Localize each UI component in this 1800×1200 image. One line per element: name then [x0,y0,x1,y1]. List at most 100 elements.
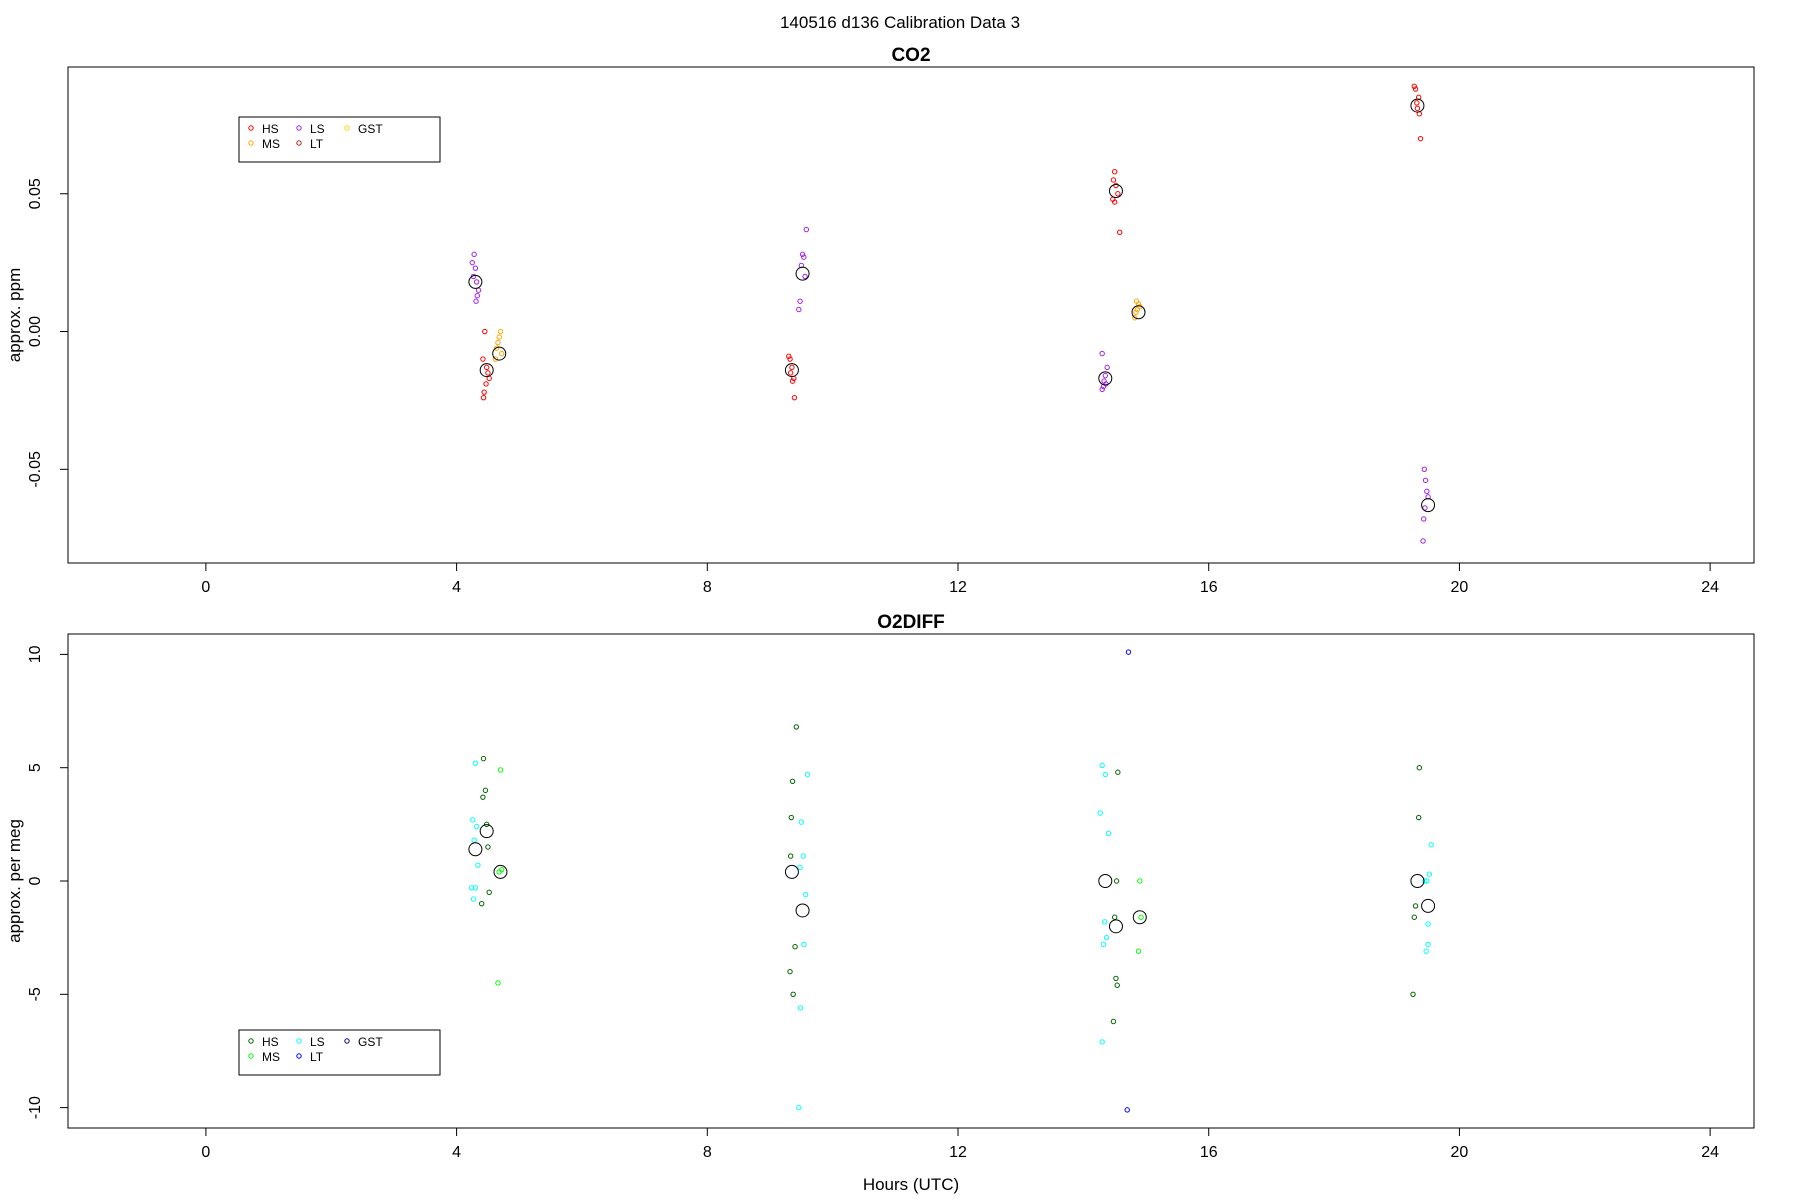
data-point [1422,878,1428,884]
x-axis: 0 4 8 12 16 20 24 Hours (UTC) [201,1127,1719,1194]
data-point [796,306,802,313]
mean-marker [1098,371,1113,386]
data-point [787,356,793,362]
panel-title: CO2 [891,45,930,66]
data-point [790,991,796,998]
data-point [792,944,798,950]
data-point [1424,488,1430,495]
mean-marker [784,864,799,879]
x-axis-label: Hours (UTC) [863,1175,959,1194]
data-point [1111,169,1118,175]
x-tick-label: 12 [949,579,967,596]
legend-label: LS [310,1035,325,1049]
data-point [1411,914,1417,920]
data-point [1099,386,1105,393]
mean-markers [468,824,1436,934]
data-point [800,853,806,859]
x-tick-label: 8 [703,579,712,596]
legend-symbol [296,1053,302,1059]
data-point [1424,878,1430,884]
data-point [803,891,809,898]
data-point [1134,306,1140,313]
legend-box [238,116,441,163]
data-point [1421,466,1428,473]
panel-2: O2DIFF 0 4 8 12 16 20 24 Hours (UTC) -10 -5 0 5 10 app… [5,612,1755,1194]
x-tick-label: 0 [201,579,210,596]
data-point [1415,814,1422,821]
x-tick-label: 0 [201,1144,210,1161]
data-point [802,273,808,280]
data-point [468,885,475,891]
data-point [797,1005,804,1011]
data-point [799,251,806,258]
legend-label: LT [310,1050,324,1064]
series-4 [1124,649,1132,1113]
series-3 [468,760,1434,1111]
data-point [1137,878,1143,884]
data-point [1125,649,1132,655]
data-point [472,885,479,891]
data-point [1105,830,1112,837]
data-point [796,1104,802,1111]
data-point [483,364,490,371]
mean-marker [1131,305,1146,320]
series-3 [469,226,1431,544]
legend-symbol [296,140,302,146]
legend-symbol [344,125,350,131]
series-1 [478,724,1423,1025]
x-tick-label: 4 [452,579,461,596]
data-point [791,394,798,401]
data-point [486,889,492,896]
series-2 [492,298,1143,362]
mean-marker [1108,184,1123,198]
series-2 [495,767,1144,986]
data-point [1111,199,1118,205]
mean-marker [1410,874,1425,888]
data-point [787,968,793,975]
x-tick-label: 4 [452,1144,461,1161]
x-tick-label: 8 [703,1144,712,1161]
data-point [1423,948,1429,954]
data-point [480,794,486,800]
mean-marker [1108,919,1123,934]
data-point [1097,810,1103,816]
data-point [1111,914,1118,920]
data-point [1099,350,1105,357]
data-point [472,265,479,271]
legend-label: MS [262,1050,280,1064]
legend-label: HS [262,1035,279,1049]
data-point [804,771,811,778]
data-point [1113,182,1119,189]
data-point [478,900,485,907]
data-point [492,356,499,362]
data-point [787,853,794,859]
data-point [485,370,491,376]
data-point [788,814,794,821]
data-point [1113,878,1120,884]
legend-label: LT [310,137,324,151]
data-point [496,869,502,875]
legend-symbol [248,125,254,131]
mean-marker [479,824,494,839]
data-point [1113,975,1119,982]
data-point [472,760,479,766]
y-tick-label: 0.00 [27,316,44,347]
data-point [786,353,792,360]
y-tick-label: 0 [27,876,44,885]
data-point [1428,842,1434,848]
data-point [1414,105,1421,112]
x-tick-label: 24 [1701,579,1719,596]
data-point [1124,1107,1130,1113]
data-point [1100,941,1107,948]
x-tick-label: 16 [1200,1144,1218,1161]
mean-marker [468,274,483,289]
data-point [1117,229,1123,236]
data-point [482,328,488,335]
data-point [483,381,489,387]
mean-marker [493,864,508,879]
data-point [1115,769,1121,775]
data-point [499,350,505,357]
data-point [1104,364,1110,371]
